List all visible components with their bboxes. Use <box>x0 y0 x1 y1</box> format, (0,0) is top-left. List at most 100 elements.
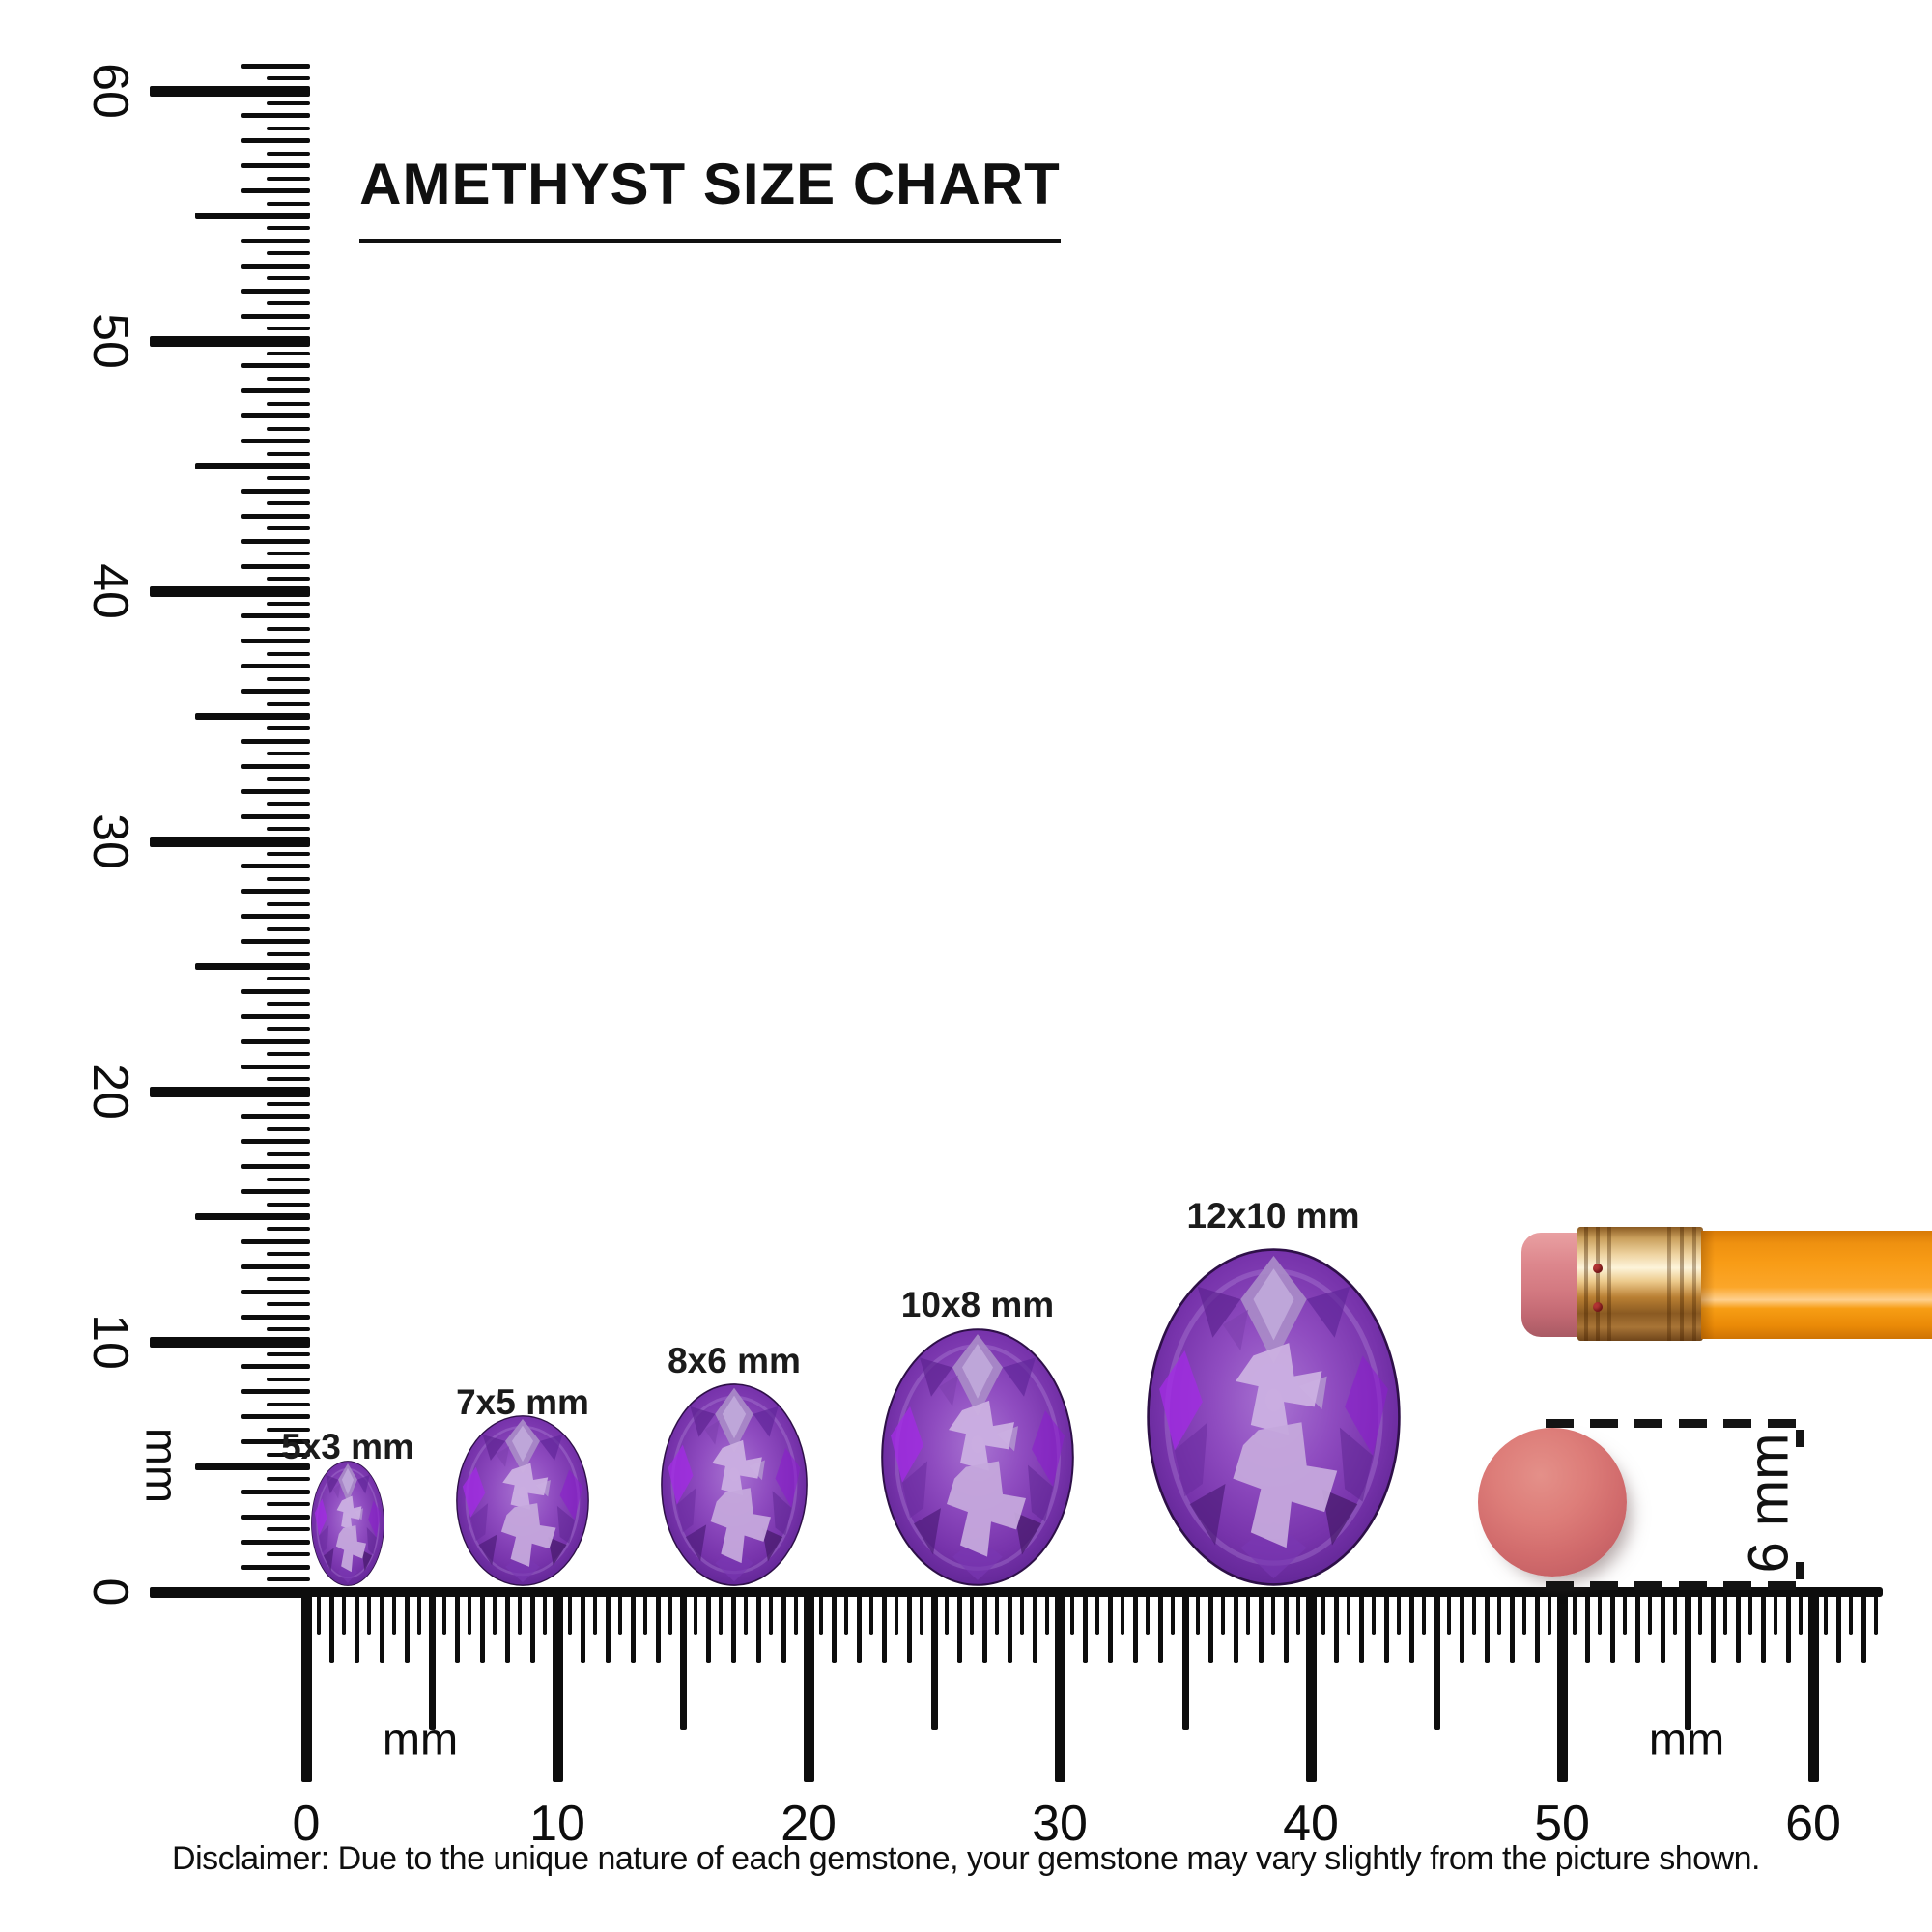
v-ruler-tick <box>150 85 310 97</box>
h-ruler-tick <box>367 1589 371 1635</box>
h-ruler-tick <box>1534 1589 1540 1663</box>
v-ruler-tick <box>267 752 310 756</box>
v-ruler-tick <box>242 738 310 744</box>
v-ruler-tick <box>242 1238 310 1244</box>
v-ruler-tick <box>267 1151 310 1156</box>
h-ruler-number: 50 <box>1534 1796 1590 1852</box>
v-ruler-tick <box>242 563 310 569</box>
round-disc <box>1478 1428 1627 1577</box>
v-ruler-tick <box>242 63 310 69</box>
h-ruler-tick <box>1397 1589 1401 1635</box>
h-ruler-tick <box>328 1589 334 1663</box>
v-ruler-tick <box>242 1514 310 1520</box>
h-ruler-tick <box>1548 1589 1551 1635</box>
pencil-body <box>1701 1231 1932 1339</box>
h-ruler-tick <box>1584 1589 1590 1663</box>
h-ruler-tick <box>1283 1589 1289 1663</box>
dimension-line-bottom <box>1546 1581 1804 1590</box>
h-ruler-tick <box>1874 1589 1878 1635</box>
v-ruler-tick <box>242 1189 310 1195</box>
v-ruler-tick <box>242 889 310 895</box>
h-ruler-tick <box>819 1589 823 1635</box>
h-ruler-tick <box>869 1589 873 1635</box>
v-ruler-tick <box>267 251 310 256</box>
v-ruler-tick <box>267 777 310 781</box>
h-ruler-tick <box>518 1589 522 1635</box>
h-ruler-tick <box>1835 1589 1841 1663</box>
h-ruler-tick <box>1422 1589 1426 1635</box>
v-ruler-tick <box>267 1327 310 1332</box>
v-ruler-tick <box>242 988 310 994</box>
h-ruler-tick <box>1748 1589 1752 1635</box>
v-ruler-unit-label: mm <box>136 1427 188 1504</box>
h-ruler-tick <box>1095 1589 1099 1635</box>
v-ruler-tick <box>150 335 310 347</box>
v-ruler-tick <box>267 327 310 331</box>
v-ruler-tick <box>267 1101 310 1106</box>
h-ruler-tick <box>1760 1589 1766 1663</box>
h-ruler-tick <box>1634 1589 1640 1663</box>
v-ruler-tick <box>242 813 310 819</box>
v-ruler-tick <box>267 952 310 956</box>
v-ruler-tick <box>267 1077 310 1082</box>
v-ruler-tick <box>242 1539 310 1545</box>
h-ruler-tick <box>1305 1589 1317 1782</box>
gem-size-label: 12x10 mm <box>1186 1196 1360 1236</box>
v-ruler-tick <box>242 664 310 669</box>
dimension-end-tick <box>1796 1562 1804 1579</box>
h-ruler-tick <box>1372 1589 1376 1635</box>
v-ruler-tick <box>242 138 310 144</box>
h-ruler-tick <box>1598 1589 1602 1635</box>
h-ruler-tick <box>755 1589 761 1663</box>
h-ruler-tick <box>655 1589 661 1663</box>
amethyst-gem-icon <box>456 1415 589 1586</box>
v-ruler-tick <box>267 1377 310 1381</box>
h-ruler-tick <box>1824 1589 1828 1635</box>
v-ruler-tick <box>195 713 310 720</box>
h-ruler-tick <box>593 1589 597 1635</box>
h-ruler-tick <box>1497 1589 1501 1635</box>
v-ruler-tick <box>267 476 310 481</box>
v-ruler-tick <box>267 426 310 431</box>
v-ruler-tick <box>242 413 310 419</box>
dimension-line-top <box>1546 1419 1804 1428</box>
v-ruler-tick <box>242 1364 310 1370</box>
v-ruler-tick <box>267 1277 310 1282</box>
v-ruler-tick <box>267 1177 310 1181</box>
h-ruler-tick <box>342 1589 346 1635</box>
h-ruler-tick <box>895 1589 898 1635</box>
v-ruler-tick <box>242 613 310 619</box>
v-ruler-tick <box>242 513 310 519</box>
h-ruler-tick <box>543 1589 547 1635</box>
h-ruler-tick <box>1157 1589 1163 1663</box>
disclaimer-text: Disclaimer: Due to the unique nature of … <box>172 1840 1760 1877</box>
h-ruler-tick <box>1358 1589 1364 1663</box>
h-ruler-tick <box>1522 1589 1526 1635</box>
h-ruler-tick <box>1459 1589 1464 1663</box>
h-ruler-tick <box>1121 1589 1124 1635</box>
h-ruler-tick <box>428 1589 436 1730</box>
pencil <box>1521 1225 1932 1343</box>
v-ruler-tick <box>267 901 310 906</box>
v-ruler-tick <box>242 689 310 695</box>
v-ruler-tick <box>267 100 310 105</box>
h-ruler-tick <box>618 1589 622 1635</box>
h-ruler-tick <box>1861 1589 1866 1663</box>
h-ruler-tick <box>956 1589 962 1663</box>
v-ruler-tick <box>195 463 310 469</box>
h-ruler-tick <box>794 1589 798 1635</box>
h-ruler-tick <box>970 1589 974 1635</box>
h-ruler-tick <box>1082 1589 1088 1663</box>
v-ruler-tick <box>267 1452 310 1457</box>
v-ruler-tick <box>267 601 310 606</box>
h-ruler-tick <box>744 1589 748 1635</box>
amethyst-gem <box>1146 1248 1401 1586</box>
v-ruler-tick <box>242 864 310 869</box>
v-ruler-tick <box>242 788 310 794</box>
v-ruler-tick <box>267 351 310 355</box>
v-ruler-tick <box>242 763 310 769</box>
h-ruler-tick <box>1433 1589 1440 1730</box>
v-ruler-tick <box>242 263 310 269</box>
v-ruler-tick <box>267 977 310 981</box>
h-ruler-tick <box>1710 1589 1716 1663</box>
